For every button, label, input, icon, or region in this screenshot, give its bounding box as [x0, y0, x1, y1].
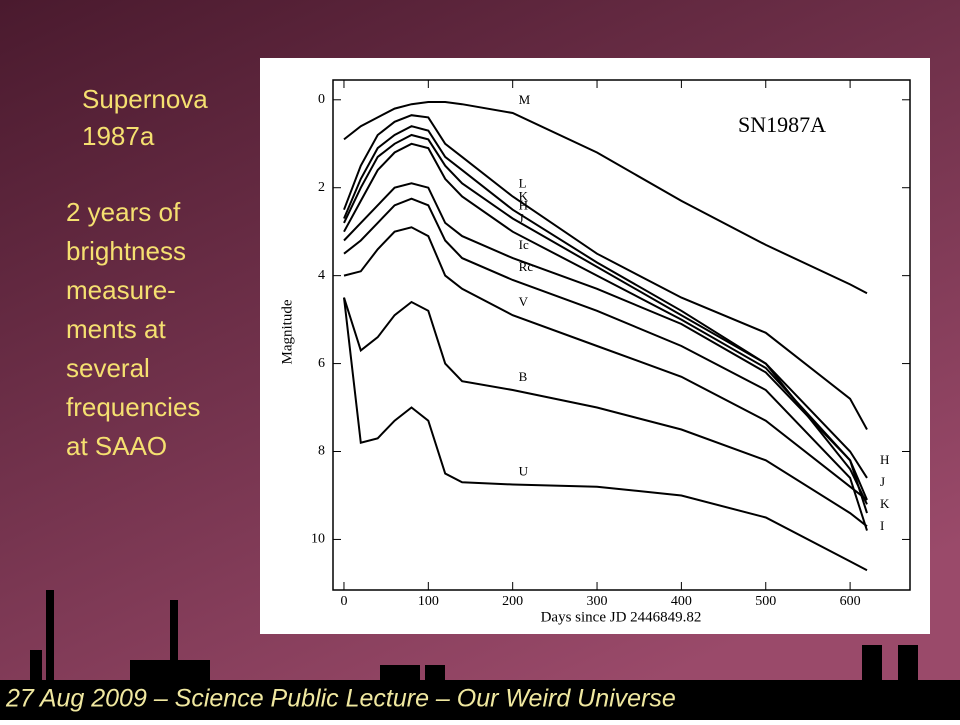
body-line: ments at [66, 314, 166, 344]
body-line: at SAAO [66, 431, 167, 461]
body-line: frequencies [66, 392, 200, 422]
y-tick-label: 4 [318, 268, 325, 283]
light-curve [343, 297, 868, 572]
skyline [30, 590, 918, 680]
light-curve [343, 182, 868, 514]
chart: 0 100 200 300 400 500 6000246810MLKHJIcRcVBUHJ… [311, 80, 910, 609]
footer-bar [0, 680, 960, 720]
series-label: V [519, 294, 529, 309]
body-line: brightness [66, 236, 186, 266]
end-label: H [880, 452, 889, 467]
x-tick-label: 200 [502, 594, 523, 609]
x-tick-label: 0 [340, 594, 347, 609]
light-curve [343, 142, 868, 501]
light-curve [343, 133, 868, 479]
body-line: several [66, 353, 150, 383]
series-label: L [519, 175, 527, 190]
y-tick-label: 10 [311, 532, 325, 547]
light-curve [343, 101, 868, 295]
y-tick-label: 6 [318, 356, 325, 371]
plot-frame [332, 79, 911, 591]
y-tick-label: 2 [318, 180, 325, 195]
series-label: M [519, 92, 531, 107]
series-label: Rc [519, 259, 534, 274]
x-tick-label: 300 [587, 594, 608, 609]
end-label: J [880, 474, 885, 489]
y-axis-label: Magnitude [279, 299, 295, 364]
light-curve [343, 114, 868, 430]
body-line: 2 years of [66, 197, 181, 227]
y-tick-label: 0 [318, 92, 325, 107]
light-curve [343, 297, 868, 528]
x-tick-label: 400 [671, 594, 692, 609]
light-curve [343, 197, 868, 531]
footer: 27 Aug 2009 – Science Public Lecture – O… [5, 685, 676, 713]
x-tick-label: 500 [755, 594, 776, 609]
light-curve [343, 226, 868, 501]
x-tick-label: 600 [840, 594, 861, 609]
end-label: I [880, 518, 884, 533]
body-text: 2 years of brightness measure-ments at seve… [66, 197, 200, 461]
end-label: K [880, 496, 890, 511]
series-label: H [519, 197, 528, 212]
chart-title: SN1987A [738, 112, 826, 137]
y-tick-label: 8 [318, 444, 325, 459]
series-label: U [519, 463, 529, 478]
series-label: K [519, 189, 529, 204]
title-line: Supernova [82, 84, 208, 114]
series-label: B [519, 369, 528, 384]
x-axis-label: Days since JD 2446849.82 [541, 609, 702, 625]
x-tick-label: 100 [418, 594, 439, 609]
title-line: 1987a [82, 121, 155, 151]
body-line: measure- [66, 275, 176, 305]
series-label: J [519, 211, 524, 226]
series-label: Ic [519, 237, 529, 252]
